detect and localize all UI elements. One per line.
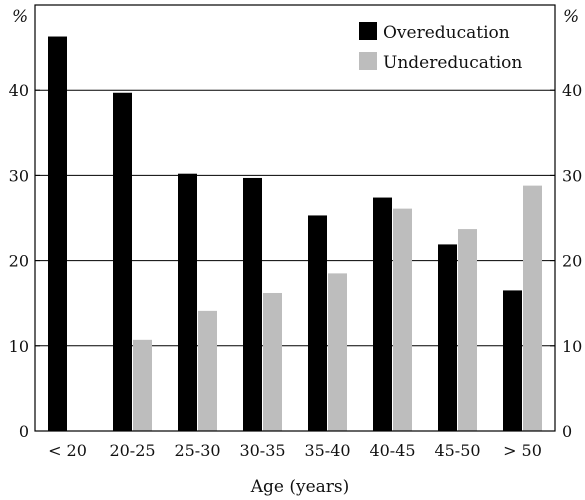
legend-swatch-overeducation [359,22,377,40]
x-tick-label-0: < 20 [48,441,87,460]
legend-label-overeducation: Overeducation [383,23,510,43]
y-tick-label-left-0: 0 [19,422,29,441]
bar-overeducation-7 [503,290,522,431]
bar-undereducation-6 [458,229,477,431]
bar-undereducation-3 [263,292,282,431]
y-tick-label-left-40: 40 [9,81,29,100]
x-tick-label-4: 35-40 [304,441,350,460]
x-tick-label-5: 40-45 [369,441,415,460]
y-tick-label-right-20: 20 [562,252,582,271]
bar-undereducation-7 [523,185,542,431]
bar-overeducation-3 [243,177,262,431]
y-unit-right: % [563,7,579,27]
legend-swatch-undereducation [359,52,377,70]
y-tick-label-left-30: 30 [9,166,29,185]
x-tick-label-1: 20-25 [109,441,155,460]
x-tick-label-6: 45-50 [434,441,480,460]
x-tick-label-3: 30-35 [239,441,285,460]
y-tick-label-left-10: 10 [9,337,29,356]
plot-frame [34,4,556,432]
x-axis-label: Age (years) [250,477,350,497]
legend-label-undereducation: Undereducation [383,53,522,73]
y-tick-label-right-30: 30 [562,166,582,185]
bar-overeducation-4 [308,215,327,431]
y-tick-label-right-40: 40 [562,81,582,100]
y-tick-label-right-10: 10 [562,337,582,356]
bar-overeducation-2 [178,173,197,432]
bar-overeducation-5 [373,197,392,431]
legend: Overeducation Undereducation [359,22,522,73]
y-tick-label-right-0: 0 [562,422,572,441]
bar-overeducation-1 [113,92,132,432]
bar-overeducation-0 [48,36,67,432]
bar-undereducation-1 [133,339,152,431]
bar-undereducation-4 [328,273,347,431]
bar-undereducation-2 [198,310,217,431]
x-tick-label-2: 25-30 [174,441,220,460]
x-tick-label-7: > 50 [503,441,542,460]
bar-overeducation-6 [438,244,457,431]
y-unit-left: % [12,7,28,27]
bar-undereducation-5 [393,208,412,431]
axis-ticks: 0 0 10 10 20 20 30 30 40 40 < 20 20-25 25-30 30-35 35-… [9,81,583,460]
y-tick-label-left-20: 20 [9,252,29,271]
bars [48,36,542,432]
